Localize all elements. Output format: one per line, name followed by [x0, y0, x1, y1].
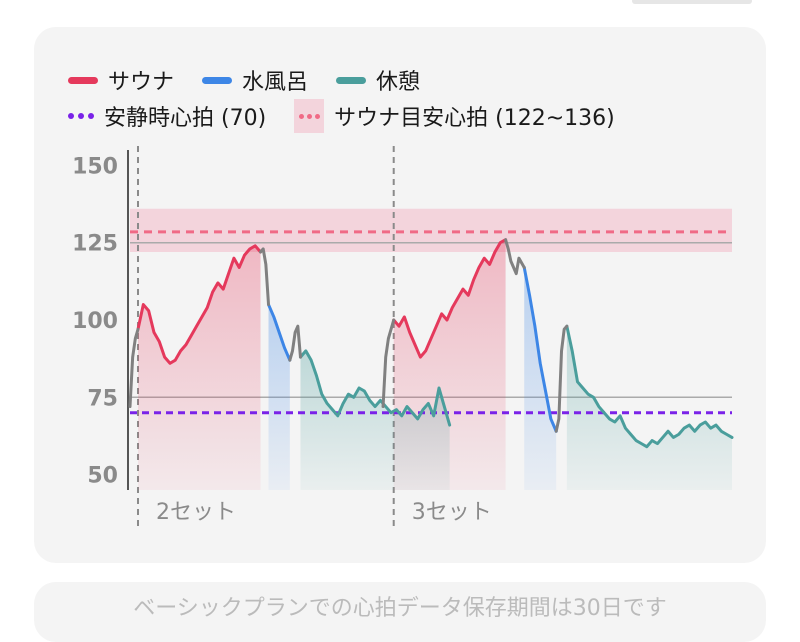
target-hr-band [130, 208, 732, 252]
y-tick-label-50: 50 [87, 464, 118, 489]
transition-line-3 [381, 318, 396, 409]
transition-line-0 [128, 327, 140, 409]
transition-line-2 [288, 324, 302, 362]
transition-line-4 [504, 238, 526, 276]
legend-cold-bath-label: 水風呂 [242, 70, 309, 95]
plan-notice-card: ベーシックプランでの心拍データ保存期間は30日です [34, 582, 766, 642]
resting-hr-swatch [68, 113, 94, 119]
sauna-line-0 [136, 244, 263, 365]
set-label-2: 2セット [156, 500, 236, 525]
sauna-swatch [68, 76, 98, 84]
plan-notice-text: ベーシックプランでの心拍データ保存期間は30日です [133, 596, 667, 621]
set-label-3: 3セット [412, 500, 492, 525]
rest-swatch [336, 76, 367, 84]
legend-target-hr: サウナ目安心拍 (122~136) [294, 99, 615, 133]
legend-sauna: サウナ [68, 64, 174, 96]
rest-line-0 [298, 349, 452, 427]
legend-resting-hr: 安静時心拍 (70) [68, 100, 266, 132]
header-right-control [632, 0, 752, 4]
cold-bath-line-0 [267, 303, 292, 362]
sauna-line-1 [392, 238, 508, 359]
legend-sauna-label: サウナ [108, 70, 175, 95]
rest-area-1 [566, 326, 732, 490]
cold-bath-swatch [202, 76, 233, 84]
chart-legend: サウナ 水風呂 休憩 安静時心拍 (70) サウナ目安心拍 (122~136) [68, 62, 760, 134]
rest-line-1 [565, 324, 734, 449]
legend-rest: 休憩 [336, 64, 420, 96]
top-header-clipped [0, 0, 800, 18]
legend-cold-bath: 水風呂 [202, 64, 308, 96]
cold-bath-line-1 [522, 265, 558, 433]
transition-line-5 [554, 324, 569, 433]
transition-line-1 [259, 247, 271, 307]
y-tick-label-125: 125 [72, 232, 118, 257]
legend-target-hr-label: サウナ目安心拍 (122~136) [334, 106, 615, 131]
sauna-area-0 [137, 245, 261, 490]
legend-resting-hr-label: 安静時心拍 (70) [104, 106, 267, 131]
rest-area-0 [300, 350, 450, 490]
y-tick-label-75: 75 [87, 386, 118, 411]
heart-rate-chart: 50 75 100 125 150 2セット 3セット [72, 146, 734, 530]
y-tick-label-100: 100 [72, 309, 118, 334]
target-hr-swatch [294, 99, 325, 133]
y-tick-label-150: 150 [72, 154, 118, 179]
cold-bath-area-1 [524, 267, 557, 490]
legend-rest-label: 休憩 [376, 70, 421, 95]
